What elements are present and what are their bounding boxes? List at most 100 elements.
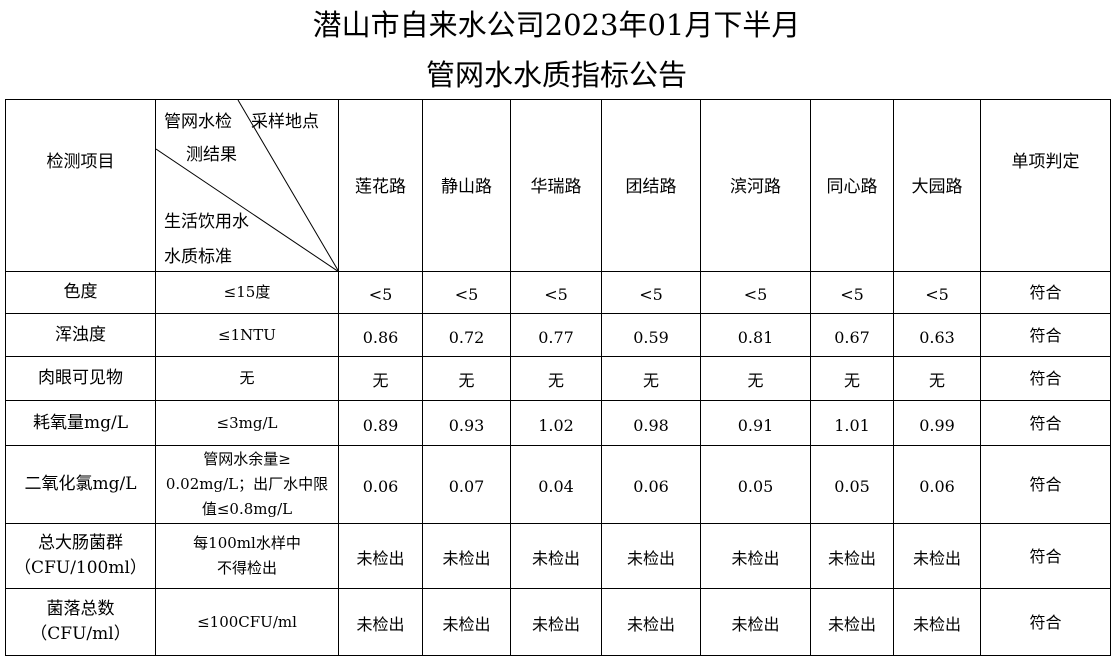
value-cell: 无 (422, 356, 511, 401)
value-cell: <5 (338, 271, 423, 314)
value-cell: 1.02 (510, 400, 602, 446)
value-cell: 0.07 (422, 445, 511, 524)
item-cell: 菌落总数 （CFU/ml） (5, 588, 156, 656)
title: 潜山市自来水公司2023年01月下半月 (312, 8, 801, 42)
item-line: 二氧化氯mg/L (24, 474, 137, 494)
item-line: 色度 (63, 282, 98, 302)
value-cell: 未检出 (510, 588, 602, 656)
value-cell: 0.91 (700, 400, 811, 446)
value-cell: 0.06 (893, 445, 981, 524)
corner-label: 采样地点 (251, 112, 319, 132)
standard-line: ≤1NTU (218, 325, 276, 344)
value-cell: <5 (601, 271, 701, 314)
judgment-cell: 符合 (980, 523, 1111, 589)
standard-cell: ≤3mg/L (155, 400, 339, 446)
item-line: 肉眼可见物 (38, 368, 123, 388)
item-cell: 浑浊度 (5, 313, 156, 357)
diagonals (156, 100, 339, 272)
item-header: 检测项目 (5, 99, 156, 272)
value-cell: 无 (601, 356, 701, 401)
item-line: 耗氧量mg/L (32, 412, 129, 433)
value-cell: 0.93 (422, 400, 511, 446)
value-cell: 未检出 (893, 523, 981, 589)
value-cell: 未检出 (510, 523, 602, 589)
value-cell: 0.77 (510, 313, 602, 357)
column-header: 滨河路 (700, 99, 811, 272)
item-cell: 色度 (5, 271, 156, 314)
value-cell: 0.86 (338, 313, 423, 357)
value-cell: <5 (810, 271, 894, 314)
standard-cell: 管网水余量≥ 0.02mg/L；出厂水中限 值≤0.8mg/L (155, 445, 339, 524)
data-row: 菌落总数 （CFU/ml） ≤100CFU/ml 未检出 未检出 未检出 未检出 未检出 未检出… (5, 588, 1111, 656)
value-cell: 无 (510, 356, 602, 401)
value-cell: 0.59 (601, 313, 701, 357)
standard-line: 无 (239, 369, 255, 387)
data-row: 色度 ≤15度 <5 <5 <5 <5 <5 <5 <5 符合 (5, 271, 1111, 314)
item-cell: 肉眼可见物 (5, 356, 156, 401)
subtitle: 管网水水质指标公告 (425, 58, 687, 92)
column-header: 团结路 (601, 99, 701, 272)
judgment-cell: 符合 (980, 588, 1111, 656)
data-row: 总大肠菌群 （CFU/100ml） 每100ml水样中 不得检出 未检出 未检出 未检出 未检… (5, 523, 1111, 589)
value-cell: 未检出 (338, 523, 423, 589)
value-cell: 未检出 (700, 523, 811, 589)
standard-line: ≤3mg/L (216, 413, 278, 432)
quality-table: 检测项目 管网水检 测结果 采样地点 生活饮用水 水质标准 莲花路 静山路 华瑞路 团结路 滨河路同… (5, 99, 1111, 656)
value-cell: 0.72 (422, 313, 511, 357)
standard-cell: 无 (155, 356, 339, 401)
value-cell: 未检出 (893, 588, 981, 656)
corner-label: 生活饮用水 (164, 212, 249, 232)
corner-label: 管网水检 (164, 112, 232, 132)
value-cell: 无 (810, 356, 894, 401)
header-row: 检测项目 管网水检 测结果 采样地点 生活饮用水 水质标准 莲花路 静山路 华瑞路 团结路 滨河路同… (5, 99, 1111, 272)
data-row: 浑浊度 ≤1NTU 0.86 0.72 0.77 0.59 0.81 0.67 0.63 符合 (5, 313, 1111, 357)
item-line: （CFU/100ml） (14, 558, 147, 578)
value-cell: 0.81 (700, 313, 811, 357)
standard-line: 每100ml水样中 (193, 534, 301, 552)
column-header: 莲花路 (338, 99, 423, 272)
standard-line: 0.02mg/L；出厂水中限 (165, 475, 329, 493)
judgment-cell: 符合 (980, 313, 1111, 357)
value-cell: 0.67 (810, 313, 894, 357)
value-cell: 0.99 (893, 400, 981, 446)
value-cell: 0.05 (810, 445, 894, 524)
value-cell: 无 (700, 356, 811, 401)
value-cell: 0.06 (601, 445, 701, 524)
standard-cell: 每100ml水样中 不得检出 (155, 523, 339, 589)
standard-line: 管网水余量≥ (203, 450, 291, 468)
column-header: 大园路 (893, 99, 981, 272)
judgment-cell: 符合 (980, 445, 1111, 524)
standard-line: 值≤0.8mg/L (201, 500, 293, 518)
value-cell: 未检出 (422, 523, 511, 589)
corner-label: 测结果 (186, 145, 237, 165)
item-line: （CFU/ml） (30, 624, 131, 644)
value-cell: 0.06 (338, 445, 423, 524)
value-cell: 无 (893, 356, 981, 401)
standard-line: ≤15度 (223, 283, 271, 301)
data-row: 耗氧量mg/L ≤3mg/L 0.89 0.93 1.02 0.98 0.91 1.01 0.9… (5, 400, 1111, 446)
item-cell: 二氧化氯mg/L (5, 445, 156, 524)
value-cell: <5 (700, 271, 811, 314)
item-cell: 总大肠菌群 （CFU/100ml） (5, 523, 156, 589)
judgment-header: 单项判定 (980, 99, 1111, 272)
value-cell: 0.05 (700, 445, 811, 524)
value-cell: 0.63 (893, 313, 981, 357)
column-header: 华瑞路 (510, 99, 602, 272)
value-cell: 0.98 (601, 400, 701, 446)
value-cell: 未检出 (601, 588, 701, 656)
judgment-cell: 符合 (980, 271, 1111, 314)
value-cell: 无 (338, 356, 423, 401)
value-cell: 0.89 (338, 400, 423, 446)
value-cell: 未检出 (601, 523, 701, 589)
item-line: 菌落总数 (46, 599, 115, 619)
value-cell: <5 (422, 271, 511, 314)
corner-cell: 管网水检 测结果 采样地点 生活饮用水 水质标准 (155, 99, 339, 272)
value-cell: <5 (893, 271, 981, 314)
value-cell: 0.04 (510, 445, 602, 524)
value-cell: 1.01 (810, 400, 894, 446)
standard-cell: ≤15度 (155, 271, 339, 314)
data-row: 肉眼可见物无无无无无无无无符合 (5, 356, 1111, 401)
standard-cell: ≤1NTU (155, 313, 339, 357)
value-cell: 未检出 (700, 588, 811, 656)
